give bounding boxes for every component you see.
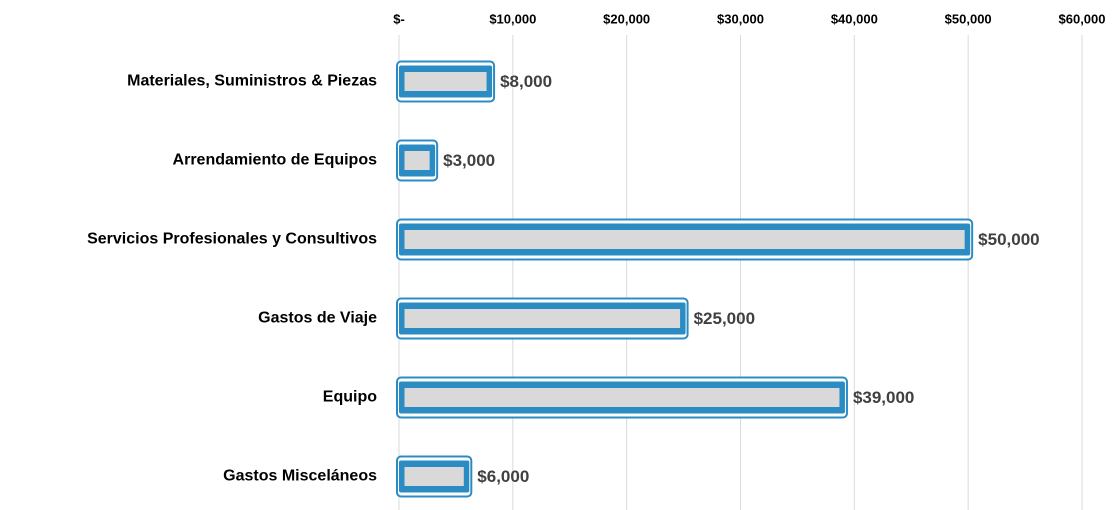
value-label: $39,000 (853, 388, 914, 407)
category-label: Servicios Profesionales y Consultivos (87, 231, 377, 248)
category-label: Gastos de Viaje (258, 310, 377, 327)
bar (403, 150, 431, 171)
x-tick-label: $20,000 (603, 11, 650, 26)
value-label: $8,000 (500, 72, 552, 91)
x-tick-label: $10,000 (489, 11, 536, 26)
value-label: $25,000 (694, 309, 755, 328)
category-label: Equipo (323, 389, 377, 406)
bar (403, 71, 488, 92)
bar (403, 466, 465, 487)
bar (403, 387, 841, 408)
bar (403, 229, 966, 250)
x-tick-label: $40,000 (831, 11, 878, 26)
x-tick-label: $60,000 (1059, 11, 1106, 26)
x-tick-label: $50,000 (945, 11, 992, 26)
value-label: $50,000 (978, 230, 1039, 249)
x-tick-label: $30,000 (717, 11, 764, 26)
value-label: $3,000 (443, 151, 495, 170)
bar (403, 308, 682, 329)
category-label: Gastos Misceláneos (223, 468, 377, 485)
value-label: $6,000 (477, 467, 529, 486)
x-tick-label: $- (393, 11, 405, 26)
category-label: Arrendamiento de Equipos (173, 152, 378, 169)
category-label: Materiales, Suministros & Piezas (127, 73, 377, 90)
